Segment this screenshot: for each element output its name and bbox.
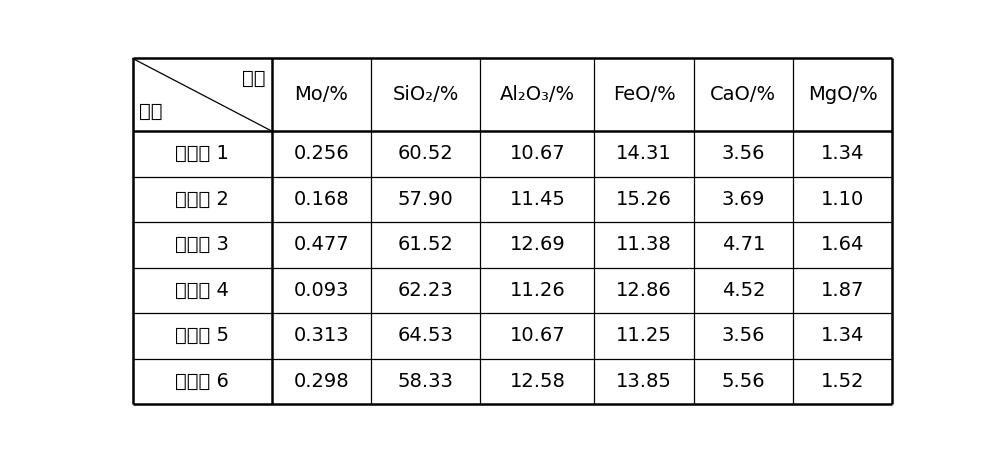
Text: 58.33: 58.33 <box>398 372 454 391</box>
Text: CaO/%: CaO/% <box>710 85 776 104</box>
Text: 12.86: 12.86 <box>616 281 672 300</box>
Text: 0.298: 0.298 <box>294 372 349 391</box>
Text: SiO₂/%: SiO₂/% <box>392 85 459 104</box>
Text: 3.69: 3.69 <box>722 190 765 209</box>
Text: 1.34: 1.34 <box>821 327 864 345</box>
Text: 61.52: 61.52 <box>398 235 454 254</box>
Text: 11.25: 11.25 <box>616 327 672 345</box>
Text: 10.67: 10.67 <box>510 327 565 345</box>
Text: 10.67: 10.67 <box>510 144 565 164</box>
Text: 物相: 物相 <box>242 69 266 88</box>
Text: 1.10: 1.10 <box>821 190 864 209</box>
Text: 0.313: 0.313 <box>294 327 349 345</box>
Text: 12.58: 12.58 <box>509 372 565 391</box>
Text: 0.093: 0.093 <box>294 281 349 300</box>
Text: 62.23: 62.23 <box>398 281 454 300</box>
Text: 实施例 1: 实施例 1 <box>175 144 229 164</box>
Text: 1.52: 1.52 <box>821 372 864 391</box>
Text: MgO/%: MgO/% <box>808 85 877 104</box>
Text: 0.168: 0.168 <box>294 190 349 209</box>
Text: 11.26: 11.26 <box>509 281 565 300</box>
Text: 0.477: 0.477 <box>294 235 349 254</box>
Text: 4.52: 4.52 <box>722 281 765 300</box>
Text: 0.256: 0.256 <box>294 144 349 164</box>
Text: 11.45: 11.45 <box>509 190 565 209</box>
Text: FeO/%: FeO/% <box>613 85 675 104</box>
Text: 实施例 5: 实施例 5 <box>175 327 229 345</box>
Text: 60.52: 60.52 <box>398 144 454 164</box>
Text: 样品: 样品 <box>139 102 162 120</box>
Text: 实施例 2: 实施例 2 <box>175 190 229 209</box>
Text: 11.38: 11.38 <box>616 235 672 254</box>
Text: 15.26: 15.26 <box>616 190 672 209</box>
Text: 5.56: 5.56 <box>722 372 765 391</box>
Text: 4.71: 4.71 <box>722 235 765 254</box>
Text: 12.69: 12.69 <box>509 235 565 254</box>
Text: 57.90: 57.90 <box>398 190 454 209</box>
Text: 64.53: 64.53 <box>398 327 454 345</box>
Text: 14.31: 14.31 <box>616 144 672 164</box>
Text: 1.87: 1.87 <box>821 281 864 300</box>
Text: 13.85: 13.85 <box>616 372 672 391</box>
Text: 1.34: 1.34 <box>821 144 864 164</box>
Text: 实施例 3: 实施例 3 <box>175 235 229 254</box>
Text: 实施例 6: 实施例 6 <box>175 372 229 391</box>
Text: 3.56: 3.56 <box>722 327 765 345</box>
Text: 3.56: 3.56 <box>722 144 765 164</box>
Text: Al₂O₃/%: Al₂O₃/% <box>500 85 575 104</box>
Text: 1.64: 1.64 <box>821 235 864 254</box>
Text: 实施例 4: 实施例 4 <box>175 281 229 300</box>
Text: Mo/%: Mo/% <box>294 85 348 104</box>
